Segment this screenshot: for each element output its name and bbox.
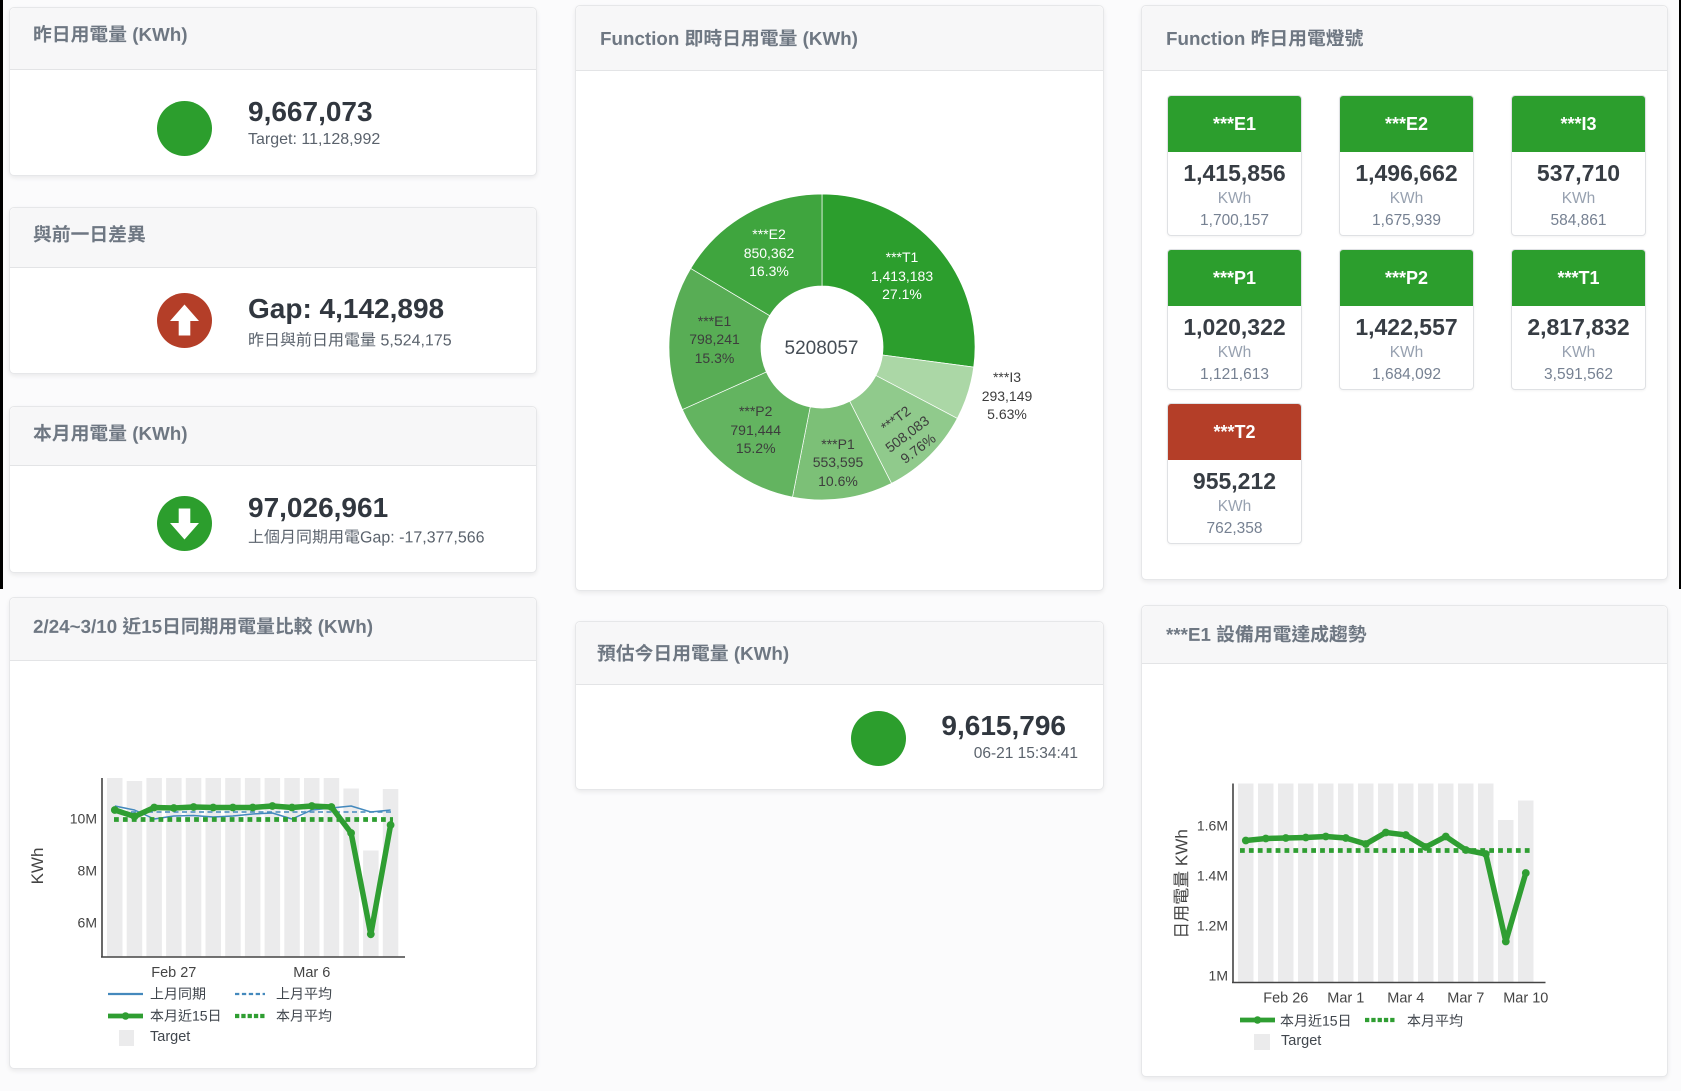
svg-text:Mar 7: Mar 7 bbox=[1447, 991, 1484, 1007]
svg-text:Feb 27: Feb 27 bbox=[151, 965, 196, 981]
svg-text:10M: 10M bbox=[70, 811, 97, 827]
svg-text:1.6M: 1.6M bbox=[1197, 818, 1228, 834]
svg-text:6M: 6M bbox=[78, 915, 97, 931]
svg-text:Mar 6: Mar 6 bbox=[293, 965, 330, 981]
svg-text:Feb 26: Feb 26 bbox=[1263, 991, 1308, 1007]
svg-text:Mar 1: Mar 1 bbox=[1327, 991, 1364, 1007]
svg-text:1.2M: 1.2M bbox=[1197, 918, 1228, 934]
svg-text:1M: 1M bbox=[1209, 968, 1228, 984]
svg-text:1.4M: 1.4M bbox=[1197, 868, 1228, 884]
svg-text:8M: 8M bbox=[78, 863, 97, 879]
svg-text:Mar 10: Mar 10 bbox=[1503, 991, 1548, 1007]
svg-text:Mar 4: Mar 4 bbox=[1387, 991, 1424, 1007]
